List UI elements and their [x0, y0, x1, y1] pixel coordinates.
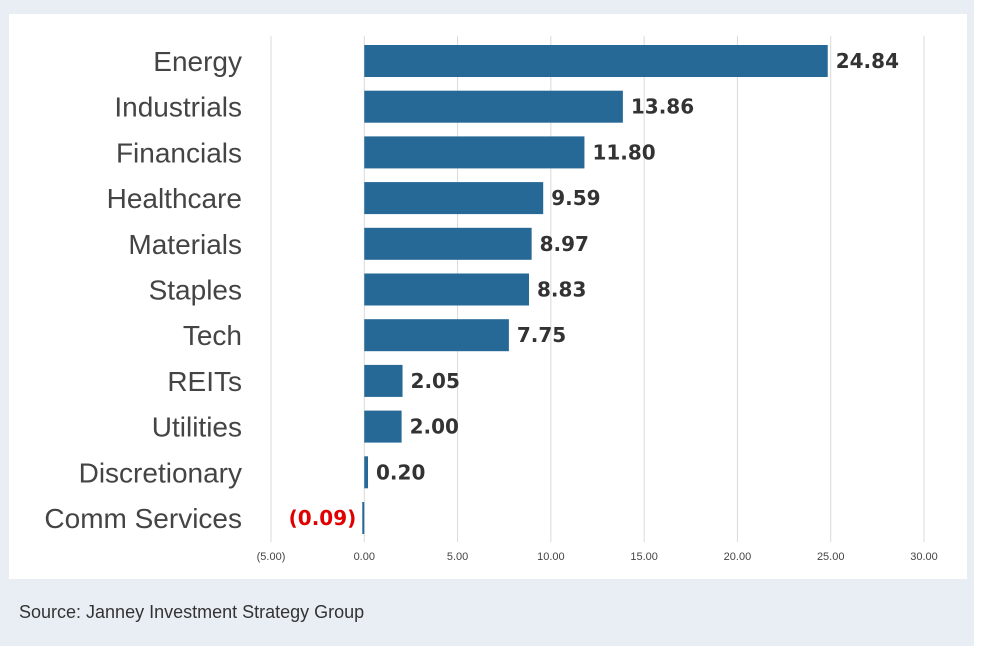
- tick-label: 0.00: [354, 551, 375, 563]
- value-label: 2.05: [411, 369, 460, 393]
- bar: [364, 319, 509, 352]
- category-label: Materials: [128, 229, 242, 260]
- category-label: Staples: [149, 275, 242, 306]
- bar: [364, 90, 623, 123]
- tick-label: 20.00: [724, 551, 752, 563]
- bar: [364, 364, 403, 397]
- tick-label: 5.00: [447, 551, 468, 563]
- category-label: Comm Services: [44, 503, 242, 534]
- category-label: Energy: [153, 46, 242, 77]
- category-label: Tech: [183, 320, 242, 351]
- value-label: 8.97: [540, 232, 589, 256]
- bar: [364, 136, 585, 169]
- value-label: 13.86: [631, 95, 694, 119]
- bar: [364, 410, 402, 443]
- value-label: 0.20: [376, 460, 425, 484]
- category-label: REITs: [167, 366, 242, 397]
- value-label: 24.84: [836, 49, 899, 73]
- category-label: Discretionary: [79, 457, 242, 488]
- chart-card: (5.00) 0.00 5.00 10.00 15.00 20.00 25.00 30.00 E…: [9, 14, 967, 579]
- tick-label: 15.00: [630, 551, 658, 563]
- bar: [364, 273, 530, 306]
- category-label: Financials: [116, 137, 242, 168]
- bar: [362, 502, 365, 534]
- bar-chart: (5.00) 0.00 5.00 10.00 15.00 20.00 25.00 30.00 E…: [44, 36, 938, 563]
- tick-label: 25.00: [817, 551, 845, 563]
- tick-label: 10.00: [537, 551, 565, 563]
- value-label: 7.75: [517, 323, 566, 347]
- category-label: Utilities: [152, 412, 242, 443]
- tick-label: 30.00: [910, 551, 938, 563]
- labels: (5.00) 0.00 5.00 10.00 15.00 20.00 25.00 30.00 E…: [44, 46, 937, 563]
- value-label: 11.80: [592, 140, 655, 164]
- bar: [364, 45, 828, 77]
- bar: [364, 456, 369, 489]
- bar: [364, 182, 544, 215]
- value-label: (0.09): [289, 506, 357, 530]
- value-label: 9.59: [551, 186, 600, 210]
- tick-label: (5.00): [257, 551, 286, 563]
- category-label: Industrials: [114, 92, 242, 123]
- category-label: Healthcare: [107, 183, 242, 214]
- value-label: 8.83: [537, 278, 586, 302]
- bars: [362, 45, 828, 534]
- source-note: Source: Janney Investment Strategy Group: [19, 602, 365, 622]
- bar: [364, 227, 532, 260]
- value-label: 2.00: [410, 415, 459, 439]
